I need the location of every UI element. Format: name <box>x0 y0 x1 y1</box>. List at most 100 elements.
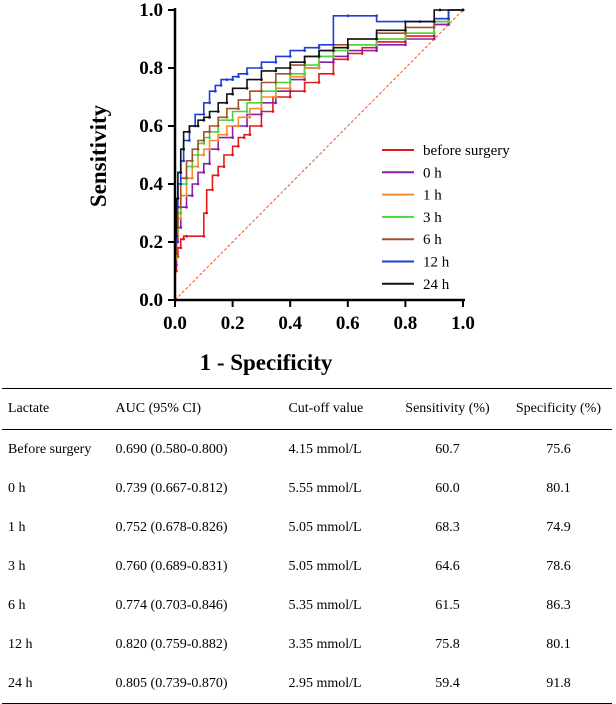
roc-point-before-surgery <box>260 124 263 128</box>
roc-point-3-h <box>216 130 220 134</box>
roc-point-0-h <box>179 226 183 229</box>
header-lactate: Lactate <box>2 389 110 430</box>
roc-point-3-h <box>346 49 350 52</box>
cell-auc: 0.774 (0.703-0.846) <box>115 597 228 613</box>
roc-series-before-surgery <box>174 9 463 300</box>
roc-point-before-surgery <box>205 211 209 215</box>
legend-label-12-h: 12 h <box>423 255 450 271</box>
roc-point-3-h <box>231 118 235 122</box>
roc-point-3-h <box>190 165 194 169</box>
roc-point-6-h <box>185 176 188 180</box>
table-row: 0 h 0.739 (0.667-0.812) 5.55 mmol/L 60.0… <box>2 469 612 508</box>
roc-point-3-h <box>332 55 335 58</box>
cell-auc: 0.820 (0.759-0.882) <box>115 636 228 652</box>
roc-point-0-h <box>202 171 206 174</box>
roc-point-0-h <box>190 194 194 198</box>
roc-point-6-h <box>196 147 200 151</box>
table-row: 6 h 0.774 (0.703-0.846) 5.35 mmol/L 61.5… <box>2 586 612 625</box>
roc-point-24-h <box>288 66 292 70</box>
roc-point-6-h <box>274 81 278 84</box>
roc-point-3-h <box>185 182 188 186</box>
roc-point-0-h <box>432 37 436 41</box>
cell-cutoff: 3.35 mmol/L <box>288 636 362 652</box>
cell-lactate: 12 h <box>8 636 33 652</box>
roc-point-12-h <box>202 113 206 116</box>
cell-lactate: 6 h <box>8 597 26 613</box>
roc-point-12-h <box>219 84 223 87</box>
y-tick-label: 0.0 <box>139 290 163 311</box>
legend-label-1-h: 1 h <box>423 188 442 204</box>
roc-point-0-h <box>447 23 450 26</box>
roc-point-24-h <box>208 115 211 119</box>
roc-point-12-h <box>260 66 263 70</box>
cell-sensitivity: 60.0 <box>435 480 460 496</box>
roc-point-0-h <box>288 89 292 93</box>
roc-point-6-h <box>248 98 252 102</box>
roc-point-24-h <box>404 28 407 32</box>
roc-point-24-h <box>231 92 235 96</box>
roc-point-3-h <box>208 136 211 140</box>
roc-point-12-h <box>274 60 278 64</box>
roc-point-6-h <box>225 115 229 119</box>
cell-auc: 0.690 (0.580-0.800) <box>115 441 228 457</box>
roc-point-3-h <box>317 63 321 67</box>
roc-point-before-surgery <box>288 95 292 99</box>
roc-point-3-h <box>202 142 206 145</box>
y-tick-label: 0.8 <box>139 58 163 79</box>
cell-specificity: 80.1 <box>546 636 571 652</box>
roc-point-24-h <box>346 46 350 50</box>
roc-point-3-h <box>179 211 183 215</box>
roc-point-6-h <box>208 130 211 134</box>
roc-point-0-h <box>208 162 211 166</box>
cell-sensitivity: 75.8 <box>435 636 460 652</box>
header-cutoff: Cut-off value <box>280 389 391 430</box>
roc-point-1-h <box>196 165 200 169</box>
cell-specificity: 91.8 <box>504 664 612 704</box>
cell-specificity: 86.3 <box>546 597 571 613</box>
header-specificity: Specificity (%) <box>504 389 612 430</box>
roc-point-1-h <box>260 107 263 110</box>
table-row: 24 h 0.805 (0.739-0.870) 2.95 mmol/L 59.… <box>2 664 612 704</box>
roc-point-6-h <box>190 159 194 163</box>
roc-point-1-h <box>317 66 321 70</box>
cell-cutoff: 4.15 mmol/L <box>288 441 362 457</box>
x-tick-label: 0.6 <box>336 313 360 334</box>
roc-point-0-h <box>231 136 235 140</box>
cell-auc: 0.739 (0.667-0.812) <box>115 480 228 496</box>
roc-point-0-h <box>196 182 200 186</box>
cell-auc: 0.752 (0.678-0.826) <box>115 519 228 535</box>
y-tick-label: 1.0 <box>139 0 163 21</box>
cell-sensitivity: 59.4 <box>390 664 505 704</box>
roc-point-before-surgery <box>222 165 226 169</box>
roc-point-12-h <box>188 139 191 142</box>
roc-point-before-surgery <box>211 188 214 192</box>
roc-point-12-h <box>317 46 321 50</box>
cell-sensitivity: 68.3 <box>435 519 460 535</box>
roc-point-1-h <box>225 133 229 137</box>
y-tick-label: 0.4 <box>139 174 163 195</box>
legend-label-0-h: 0 h <box>423 165 442 181</box>
roc-point-3-h <box>274 89 278 93</box>
roc-point-24-h <box>432 20 436 23</box>
roc-point-before-surgery <box>182 237 186 241</box>
x-tick-label: 0.0 <box>163 313 187 334</box>
roc-point-before-surgery <box>216 173 220 177</box>
roc-point-24-h <box>375 37 378 41</box>
x-tick-label: 0.8 <box>394 313 418 334</box>
roc-point-24-h <box>461 8 465 12</box>
legend-label-before-surgery: before surgery <box>423 143 510 159</box>
roc-point-12-h <box>346 14 350 18</box>
roc-point-12-h <box>231 78 235 81</box>
cell-specificity: 80.1 <box>546 480 571 496</box>
x-tick-label: 0.2 <box>221 313 245 334</box>
cell-lactate: 0 h <box>8 480 26 496</box>
roc-point-12-h <box>213 89 217 93</box>
roc-point-0-h <box>404 43 407 47</box>
roc-point-24-h <box>332 49 335 52</box>
roc-point-24-h <box>202 118 206 122</box>
roc-point-1-h <box>303 75 306 79</box>
roc-point-before-surgery <box>231 153 235 157</box>
roc-point-12-h <box>208 101 211 105</box>
table-row: 3 h 0.760 (0.689-0.831) 5.05 mmol/L 64.6… <box>2 547 612 586</box>
roc-point-24-h <box>188 130 191 134</box>
